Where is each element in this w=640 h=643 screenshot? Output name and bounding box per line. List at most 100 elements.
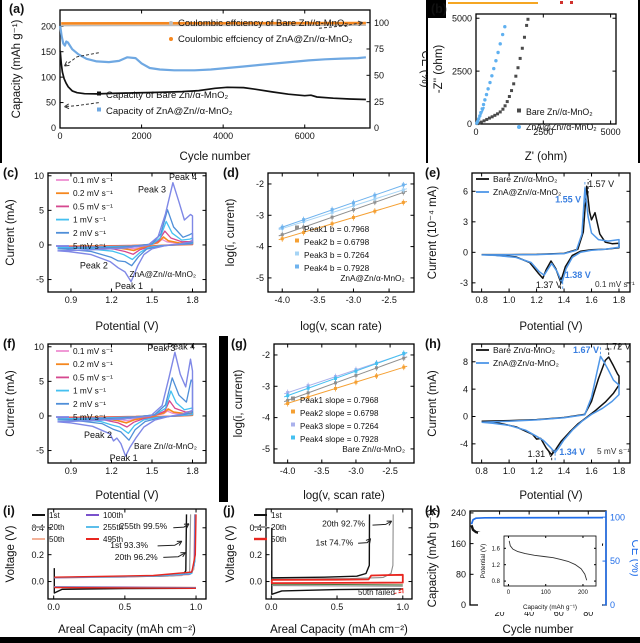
svg-text:1.8: 1.8	[186, 466, 199, 476]
svg-text:log(i, current): log(i, current)	[233, 369, 245, 437]
svg-text:50: 50	[374, 70, 384, 80]
svg-text:Potential (V): Potential (V)	[95, 321, 158, 333]
panel-f-plot: 0.9 1.2 1.5 1.8 -5 0 5 10 Potential (V) Current (…	[5, 342, 207, 502]
svg-text:Peak 4: Peak 4	[169, 172, 197, 182]
panel-c-plot: 0.9 1.2 1.5 1.8 -5 0 5 10 Potential (V) Current (…	[5, 171, 207, 333]
svg-text:0.9: 0.9	[65, 295, 78, 305]
panel-h: (h) 0.8 1.0 1.2 1.4 1.6 1.8 -4 0 4 8 Potential (V)…	[424, 337, 638, 502]
svg-text:Bare Zn//α-MnO₂: Bare Zn//α-MnO₂	[493, 174, 557, 184]
svg-text:Coulombic effciency of Bare Zn: Coulombic effciency of Bare Zn//α-MnO₂	[178, 18, 348, 29]
svg-text:20th: 20th	[271, 523, 287, 532]
svg-text:Peak 3: Peak 3	[138, 184, 166, 194]
svg-text:0.9: 0.9	[65, 466, 78, 476]
svg-text:5: 5	[39, 206, 44, 216]
panel-b-label: (b)	[431, 2, 447, 16]
svg-text:0.1 mV s⁻¹: 0.1 mV s⁻¹	[73, 175, 113, 185]
svg-text:Peak 1: Peak 1	[110, 453, 138, 463]
svg-text:Peak3 b = 0.7264: Peak3 b = 0.7264	[304, 250, 370, 260]
svg-text:1.6: 1.6	[492, 546, 501, 552]
svg-text:200: 200	[578, 590, 589, 596]
svg-text:Potential (V): Potential (V)	[519, 321, 582, 333]
svg-text:100th: 100th	[103, 511, 123, 520]
svg-text:1.2: 1.2	[105, 295, 118, 305]
svg-text:0.2: 0.2	[249, 550, 262, 560]
svg-text:0: 0	[51, 123, 56, 133]
svg-text:1.4: 1.4	[558, 466, 571, 476]
panel-h-plot: 0.8 1.0 1.2 1.4 1.6 1.8 -4 0 4 8 Potential (V) Curr…	[427, 341, 631, 502]
svg-text:100: 100	[541, 590, 552, 596]
svg-text:Peak 4: Peak 4	[167, 342, 195, 352]
svg-text:1.57 V: 1.57 V	[588, 179, 614, 189]
panel-f: (f) 0.9 1.2 1.5 1.8 -5 0 5 10 Potential (V) Curre…	[2, 337, 218, 502]
svg-text:CE (%): CE (%)	[419, 50, 428, 87]
svg-text:Capacity of ZnA@Zn//α-MnO₂: Capacity of ZnA@Zn//α-MnO₂	[106, 106, 233, 117]
panel-g-label: (g)	[231, 337, 247, 351]
panel-g-plot: -4.0 -3.5 -3.0 -2.5 -2 -3 -4 -5 log(v, scan rate…	[233, 343, 415, 502]
svg-text:5 mV s⁻¹: 5 mV s⁻¹	[597, 446, 630, 456]
svg-text:240: 240	[451, 508, 466, 518]
svg-text:2 mV s⁻¹: 2 mV s⁻¹	[73, 228, 106, 238]
svg-text:0: 0	[610, 600, 615, 610]
svg-text:1st: 1st	[271, 511, 282, 520]
svg-text:-Z'' (ohm): -Z'' (ohm)	[433, 45, 445, 94]
svg-text:-4: -4	[460, 439, 468, 449]
svg-text:Bare Zn//α-MnO₂: Bare Zn//α-MnO₂	[526, 107, 593, 117]
svg-text:5000: 5000	[452, 13, 472, 23]
svg-text:-3.5: -3.5	[314, 466, 330, 476]
svg-text:0.0: 0.0	[265, 602, 278, 612]
svg-text:20: 20	[495, 608, 505, 618]
svg-text:-4.0: -4.0	[274, 295, 290, 305]
svg-text:0.5 mV s⁻¹: 0.5 mV s⁻¹	[73, 372, 113, 382]
panel-k-inset: 0 100 200 0.8 1.2 1.6 Capacity (mAh g⁻¹) Potent…	[478, 532, 602, 612]
svg-text:50: 50	[610, 556, 620, 566]
svg-text:50th failed: 50th failed	[358, 588, 395, 597]
svg-text:40: 40	[524, 608, 534, 618]
corner-artifact	[426, 0, 446, 18]
panel-d-plot: -4.0 -3.5 -3.0 -2.5 -2 -3 -4 -5 log(v, scan rate…	[225, 172, 415, 333]
artifact-orange-line	[448, 2, 538, 4]
panel-i: (i) 0.0 0.5 1.0 0.0 0.2 0.4 Areal Capacity (mA…	[2, 504, 218, 636]
panel-e-label: (e)	[425, 166, 441, 180]
svg-text:5: 5	[39, 377, 44, 387]
svg-text:75: 75	[374, 44, 384, 54]
svg-text:-3: -3	[256, 210, 264, 220]
svg-text:-2: -2	[262, 350, 270, 360]
svg-text:5000: 5000	[601, 127, 621, 137]
svg-text:1.8: 1.8	[613, 466, 626, 476]
svg-text:Peak 1: Peak 1	[115, 281, 143, 291]
svg-text:-2.5: -2.5	[381, 295, 397, 305]
svg-text:2 mV s⁻¹: 2 mV s⁻¹	[73, 399, 106, 409]
svg-text:10: 10	[34, 342, 44, 352]
panel-i-plot: 0.0 0.5 1.0 0.0 0.2 0.4 Areal Capacity (mAh cm…	[5, 508, 207, 636]
svg-text:100: 100	[41, 72, 56, 82]
svg-text:1.34 V: 1.34 V	[559, 447, 585, 457]
svg-text:Current (mA): Current (mA)	[5, 199, 17, 266]
svg-text:Peak1 slope = 0.7968: Peak1 slope = 0.7968	[300, 396, 379, 405]
panel-k-inset-plot: 0 100 200 0.8 1.2 1.6 Capacity (mAh g⁻¹) Potent…	[480, 535, 597, 611]
svg-text:0: 0	[507, 590, 511, 596]
svg-text:-4: -4	[256, 242, 264, 252]
svg-text:Bare Zn//α-MnO₂: Bare Zn//α-MnO₂	[134, 441, 197, 451]
panel-j: (j) 0.0 0.5 1.0 0.0 0.2 0.4 Areal Capacity (mA…	[222, 504, 420, 636]
svg-text:20th 96.2%: 20th 96.2%	[115, 552, 158, 562]
panel-i-label: (i)	[3, 504, 15, 518]
panel-k-label: (k)	[425, 504, 441, 518]
svg-text:1st 74.7%: 1st 74.7%	[315, 537, 353, 547]
svg-text:1.4: 1.4	[558, 295, 571, 305]
svg-text:0.2: 0.2	[31, 550, 44, 560]
svg-text:0.5 mV s⁻¹: 0.5 mV s⁻¹	[73, 201, 113, 211]
svg-text:1.72 V: 1.72 V	[605, 341, 631, 351]
panel-f-label: (f)	[3, 337, 16, 351]
row1-right-background	[428, 0, 638, 163]
svg-text:Areal Capacity (mAh cm⁻²): Areal Capacity (mAh cm⁻²)	[58, 624, 196, 636]
svg-text:4: 4	[463, 384, 468, 394]
svg-text:25: 25	[374, 97, 384, 107]
svg-text:Voltage (V): Voltage (V)	[5, 525, 17, 582]
svg-text:100: 100	[610, 512, 625, 522]
svg-text:1 mV s⁻¹: 1 mV s⁻¹	[73, 215, 106, 225]
svg-text:-3.0: -3.0	[346, 295, 362, 305]
svg-text:0: 0	[39, 411, 44, 421]
svg-text:2500: 2500	[452, 66, 472, 76]
artifact-red-dot	[570, 1, 573, 4]
